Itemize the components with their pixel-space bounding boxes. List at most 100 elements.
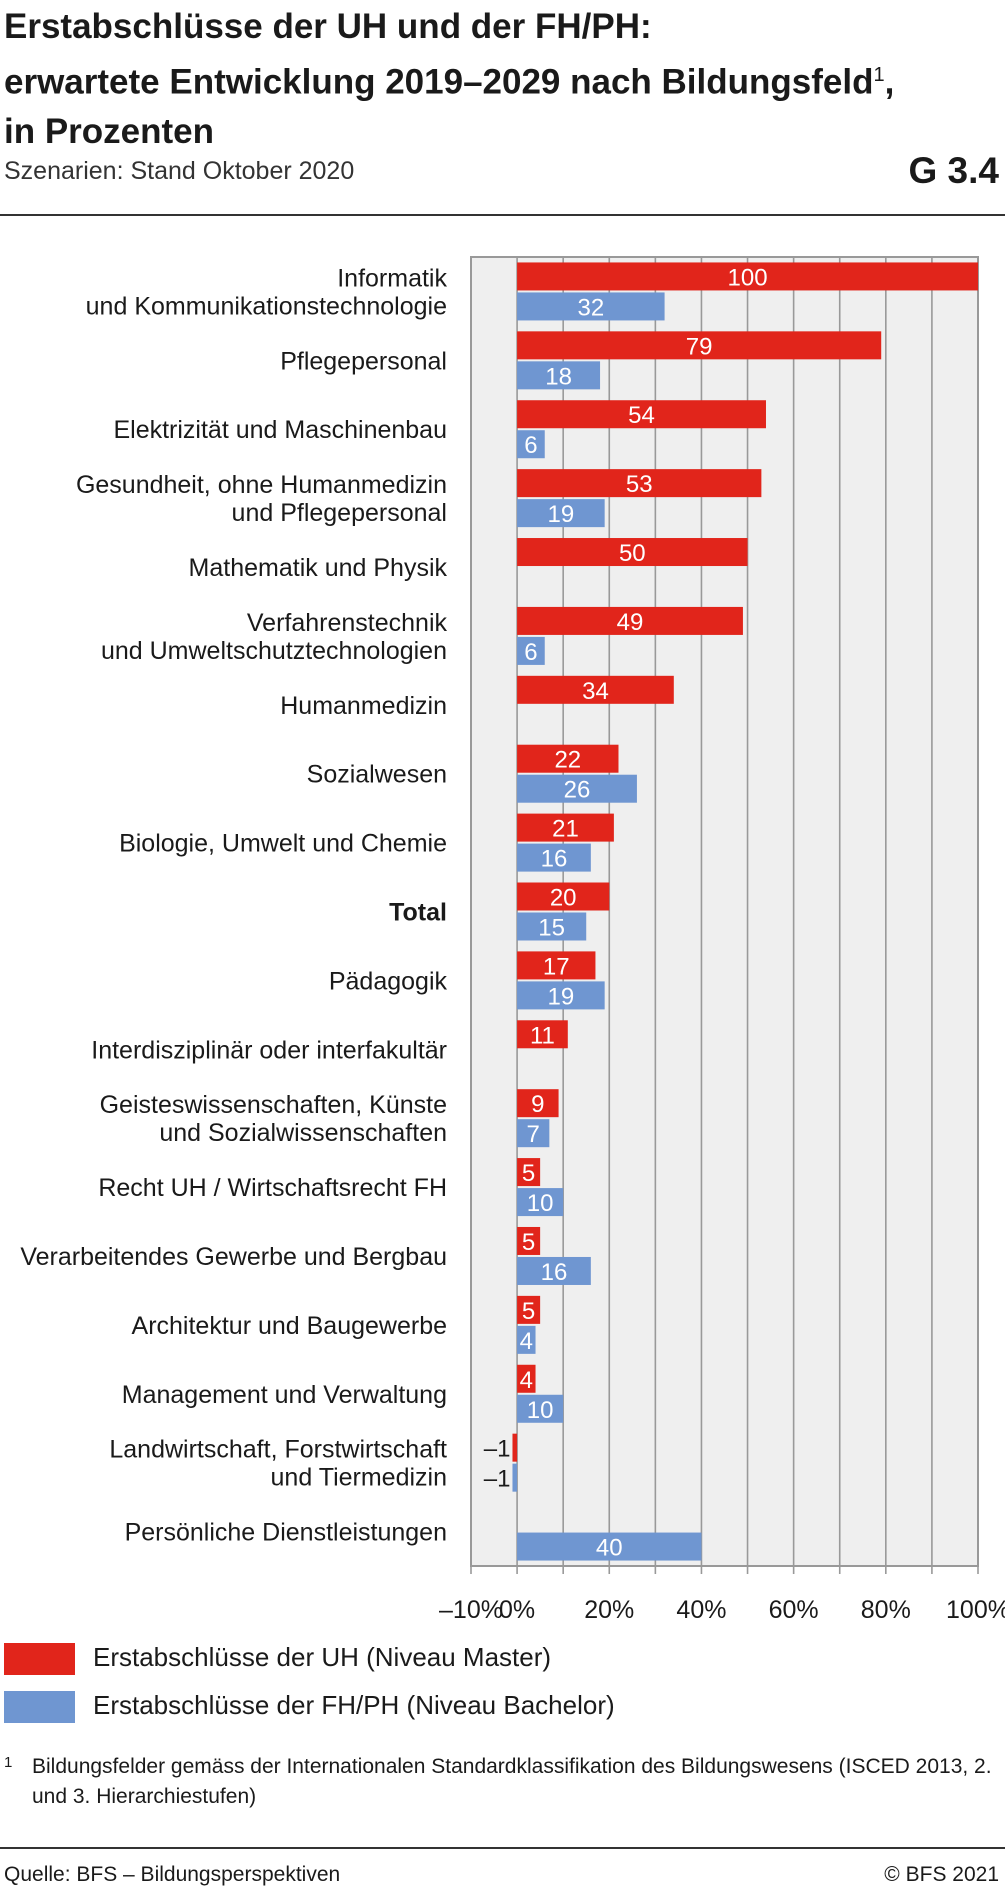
legend-swatch-fh bbox=[4, 1691, 75, 1723]
bar-uh bbox=[517, 538, 748, 567]
title-line-1: Erstabschlüsse der UH und der FH/PH: bbox=[4, 7, 652, 46]
data-label-uh: 34 bbox=[582, 678, 609, 705]
category-label: Landwirtschaft, Forstwirtschaft bbox=[109, 1436, 447, 1464]
bar-uh bbox=[517, 744, 619, 773]
category-label: Total bbox=[389, 899, 447, 927]
category-label: Verfahrenstechnik bbox=[247, 609, 448, 637]
data-label-fh: –1 bbox=[484, 1466, 511, 1493]
x-tick-label: 0% bbox=[499, 1596, 535, 1620]
data-label-fh: 6 bbox=[524, 432, 537, 459]
data-label-uh: 22 bbox=[554, 747, 581, 774]
category-label: Biologie, Umwelt und Chemie bbox=[119, 830, 447, 858]
bar-uh bbox=[517, 1020, 568, 1049]
title-footnote-ref: 1 bbox=[873, 64, 885, 86]
bar-uh bbox=[517, 1364, 536, 1393]
category-label: und Pflegepersonal bbox=[232, 499, 447, 527]
x-tick-label: 40% bbox=[676, 1596, 726, 1620]
chart-title: Erstabschlüsse der UH und der FH/PH: erwa… bbox=[4, 2, 994, 156]
bar-fh bbox=[517, 1188, 564, 1217]
bar-fh bbox=[517, 499, 605, 528]
bar-fh bbox=[517, 361, 601, 390]
data-label-fh: 4 bbox=[520, 1328, 533, 1355]
x-tick-label: 80% bbox=[861, 1596, 911, 1620]
bar-uh bbox=[517, 1226, 541, 1255]
category-label: Elektrizität und Maschinenbau bbox=[113, 416, 447, 444]
footnote: 1 Bildungsfelder gemäss der Internationa… bbox=[4, 1752, 994, 1812]
data-label-fh: 19 bbox=[548, 501, 575, 528]
data-label-uh: 53 bbox=[626, 471, 653, 498]
bar-uh bbox=[517, 469, 762, 498]
legend-label-uh: Erstabschlüsse der UH (Niveau Master) bbox=[93, 1642, 552, 1672]
data-label-uh: 4 bbox=[520, 1367, 533, 1394]
bar-fh bbox=[517, 292, 665, 321]
bar-uh bbox=[517, 1295, 541, 1324]
title-line-2-end: , bbox=[884, 62, 895, 102]
bar-fh bbox=[517, 1256, 591, 1285]
data-label-fh: 18 bbox=[545, 363, 572, 390]
chart-code: G 3.4 bbox=[908, 150, 1000, 191]
bar-uh bbox=[517, 606, 743, 635]
source-note: Quelle: BFS – Bildungsperspektiven bbox=[4, 1863, 341, 1886]
bar-fh bbox=[517, 1325, 536, 1354]
bar-uh bbox=[517, 675, 674, 704]
category-label: Verarbeitendes Gewerbe und Bergbau bbox=[20, 1243, 447, 1271]
data-label-uh: 54 bbox=[628, 402, 655, 429]
x-tick-label: 60% bbox=[769, 1596, 819, 1620]
data-label-fh: 26 bbox=[564, 777, 591, 804]
category-label: Persönliche Dienstleistungen bbox=[125, 1519, 447, 1547]
category-label: Interdisziplinär oder interfakultär bbox=[91, 1036, 447, 1064]
data-label-fh: 19 bbox=[548, 983, 575, 1010]
bar-fh bbox=[517, 843, 591, 872]
category-label: und Tiermedizin bbox=[271, 1464, 447, 1492]
title-line-2: erwartete Entwicklung 2019–2029 nach Bil… bbox=[4, 62, 874, 102]
bar-fh bbox=[517, 1394, 564, 1423]
legend-label-fh: Erstabschlüsse der FH/PH (Niveau Bachelo… bbox=[93, 1690, 615, 1720]
data-label-uh: –1 bbox=[484, 1436, 511, 1463]
bar-uh bbox=[517, 951, 596, 980]
data-label-uh: 5 bbox=[522, 1298, 535, 1325]
data-label-uh: 49 bbox=[617, 609, 644, 636]
footnote-text: Bildungsfelder gemäss der Internationale… bbox=[32, 1755, 992, 1808]
footnote-mark: 1 bbox=[4, 1754, 13, 1771]
legend-swatch-uh bbox=[4, 1643, 75, 1675]
data-label-uh: 5 bbox=[522, 1229, 535, 1256]
data-label-fh: 10 bbox=[527, 1190, 554, 1217]
category-label: und Umweltschutztechnologien bbox=[101, 637, 447, 665]
bar-fh bbox=[517, 981, 605, 1010]
category-label: Gesundheit, ohne Humanmedizin bbox=[76, 471, 447, 499]
data-label-fh: 7 bbox=[527, 1121, 540, 1148]
bar-fh bbox=[517, 430, 545, 459]
data-label-uh: 11 bbox=[530, 1022, 555, 1049]
data-label-uh: 21 bbox=[552, 816, 579, 843]
category-label: und Kommunikationstechnologie bbox=[86, 292, 447, 320]
category-label: Mathematik und Physik bbox=[189, 554, 448, 582]
category-label: Sozialwesen bbox=[307, 761, 447, 789]
category-label: Informatik bbox=[337, 264, 447, 292]
data-label-fh: 6 bbox=[524, 639, 537, 666]
category-label: Humanmedizin bbox=[280, 692, 447, 720]
x-tick-label: –10% bbox=[439, 1596, 503, 1620]
x-axis: –10%0% 20% 40% 60% 80% 100% bbox=[439, 1596, 1005, 1620]
data-label-uh: 50 bbox=[619, 540, 646, 567]
data-label-fh: 15 bbox=[538, 915, 565, 942]
data-label-uh: 9 bbox=[531, 1091, 544, 1118]
bar-fh bbox=[517, 912, 587, 941]
category-label: Geisteswissenschaften, Künste bbox=[100, 1091, 447, 1119]
data-label-uh: 20 bbox=[550, 885, 577, 912]
bar-fh bbox=[517, 636, 545, 665]
bar-fh bbox=[517, 774, 637, 803]
data-label-fh: 10 bbox=[527, 1397, 554, 1424]
plot-area bbox=[470, 256, 979, 1567]
bar-fh bbox=[512, 1463, 518, 1492]
category-label: und Sozialwissenschaften bbox=[159, 1119, 447, 1147]
bar-fh bbox=[517, 1532, 702, 1561]
category-label: Pflegepersonal bbox=[280, 347, 447, 375]
data-label-fh: 40 bbox=[596, 1535, 623, 1562]
data-label-fh: 16 bbox=[541, 1259, 568, 1286]
bar-uh bbox=[517, 813, 614, 842]
title-line-3: in Prozenten bbox=[4, 111, 215, 151]
category-label: Architektur und Baugewerbe bbox=[132, 1312, 447, 1340]
data-label-fh: 32 bbox=[577, 294, 604, 321]
data-label-fh: 16 bbox=[541, 846, 568, 873]
